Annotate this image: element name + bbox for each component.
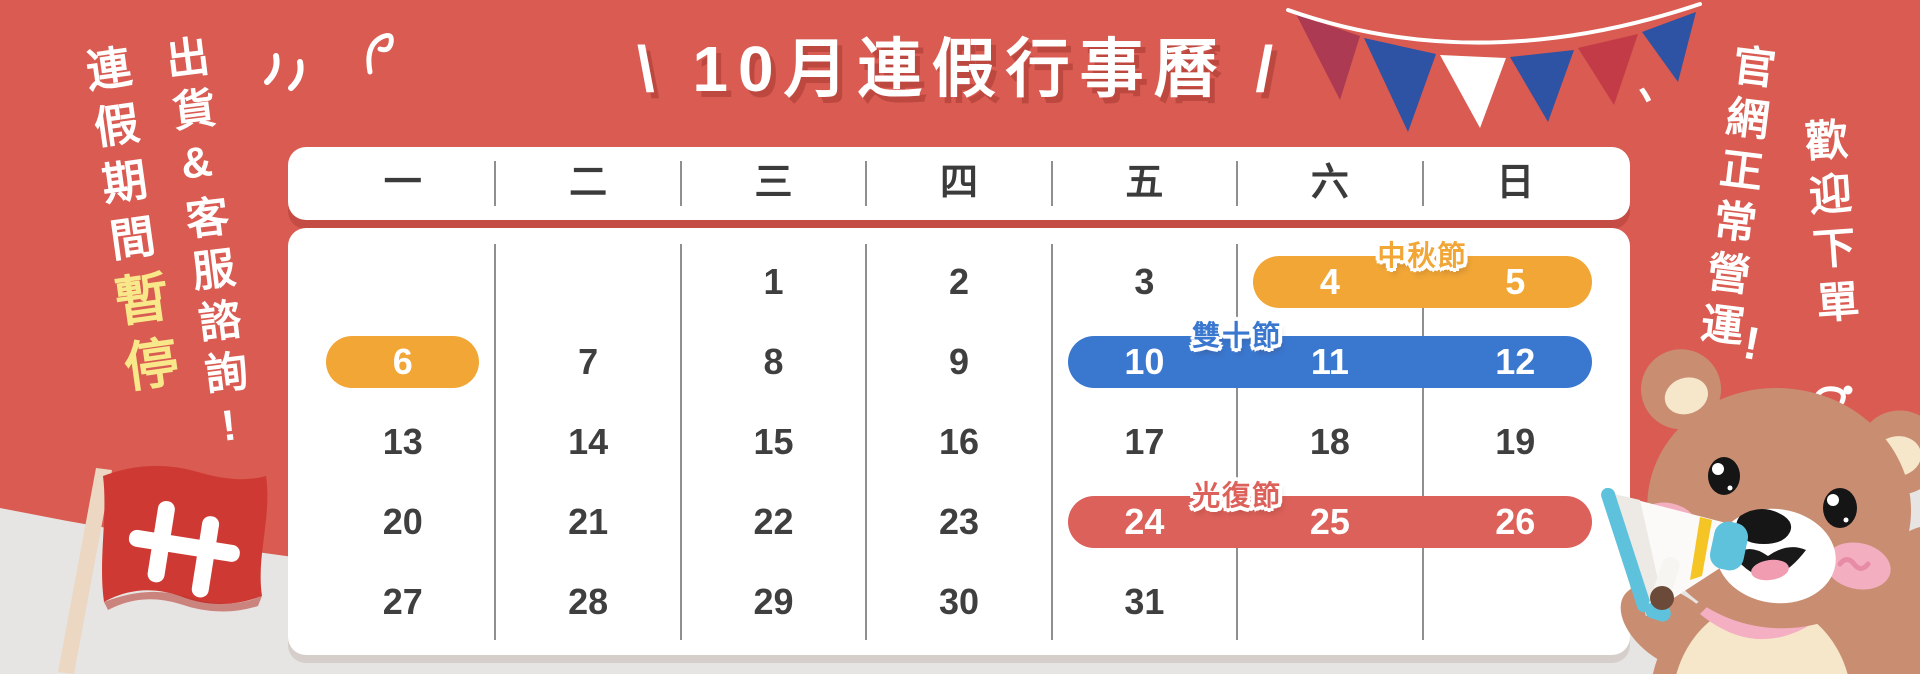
day-cell: 10	[1124, 341, 1165, 382]
flag-icon	[58, 465, 268, 674]
bear-eye-right	[1823, 488, 1857, 528]
holiday-label: 雙十節	[1192, 320, 1283, 351]
note-squiggle-icon	[366, 33, 394, 75]
header-divider	[1050, 161, 1053, 206]
bear-tongue	[1751, 559, 1789, 581]
day-cell: 6	[392, 341, 413, 382]
megaphone-icon	[1601, 487, 1749, 622]
day-cell: 26	[1495, 501, 1536, 542]
day-cell: 21	[568, 501, 609, 542]
holiday-pill	[1067, 336, 1592, 388]
day-cell: 28	[568, 581, 609, 622]
day-cell: 7	[578, 341, 599, 382]
holiday-pill	[1253, 256, 1592, 308]
header-divider	[1421, 161, 1424, 206]
day-cell: 14	[568, 421, 609, 462]
weekday-label: 二	[569, 162, 608, 204]
calendar-body: 中秋節 雙十節 光復節 1 2 3 4 5 6 7 8 9 10 11 12 13 14 15 16 17 18 19 20…	[288, 228, 1630, 655]
day-cell: 23	[938, 501, 980, 542]
day-cell: 18	[1309, 421, 1350, 462]
day-cell: 9	[948, 341, 969, 382]
weekday-label: 五	[1125, 162, 1164, 204]
day-cell: 31	[1124, 581, 1165, 622]
page-title: \ 10月連假行事曆 /	[636, 33, 1284, 105]
day-cell: 30	[938, 581, 980, 622]
bear-nose	[1736, 509, 1792, 544]
day-cell: 2	[948, 261, 969, 302]
body-divider	[494, 244, 497, 640]
day-cell: 17	[1124, 421, 1165, 462]
bunting-banner-icon	[1286, 2, 1702, 132]
header-divider	[1236, 161, 1239, 206]
header-divider	[679, 161, 682, 206]
day-cell: 25	[1309, 501, 1350, 542]
body-divider	[865, 244, 868, 640]
holiday-label: 中秋節	[1377, 240, 1468, 271]
day-cell: 16	[938, 421, 980, 462]
day-cell: 29	[753, 581, 794, 622]
day-cell: 11	[1310, 341, 1349, 382]
day-cell: 20	[382, 501, 423, 542]
day-cell: 19	[1495, 421, 1536, 462]
bear-mascot	[1601, 349, 1920, 674]
day-cell: 22	[753, 501, 794, 542]
day-cell: 15	[753, 421, 794, 462]
holiday-label: 光復節	[1192, 480, 1283, 511]
day-cell: 24	[1124, 501, 1165, 542]
weekday-label: 一	[383, 162, 422, 204]
holiday-pill	[326, 336, 480, 388]
body-divider	[1050, 244, 1053, 640]
day-cell: 8	[763, 341, 784, 382]
note-pause-highlight: 暫停	[103, 267, 181, 407]
day-cell: 1	[763, 261, 784, 302]
day-cell: 27	[382, 581, 423, 622]
header-divider	[865, 161, 868, 206]
day-cell: 12	[1495, 341, 1536, 382]
holiday-pill	[1067, 496, 1592, 548]
weekday-label: 四	[939, 162, 978, 204]
bear-eye-left	[1708, 457, 1740, 495]
double-tick-icon	[264, 53, 304, 91]
day-cell: 3	[1134, 261, 1155, 302]
body-divider	[1236, 244, 1239, 640]
header-divider	[494, 161, 497, 206]
calendar-header: 一二三四五六日	[288, 147, 1630, 220]
day-cell: 4	[1319, 261, 1340, 302]
weekday-label: 三	[754, 162, 793, 204]
weekday-label: 日	[1496, 162, 1535, 204]
body-divider	[1421, 244, 1424, 640]
day-cell: 13	[382, 421, 423, 462]
bear-paw	[1650, 586, 1674, 610]
curl-dot	[1843, 385, 1853, 395]
weekday-label: 六	[1310, 162, 1349, 204]
day-cell: 5	[1505, 261, 1526, 302]
body-divider	[679, 244, 682, 640]
